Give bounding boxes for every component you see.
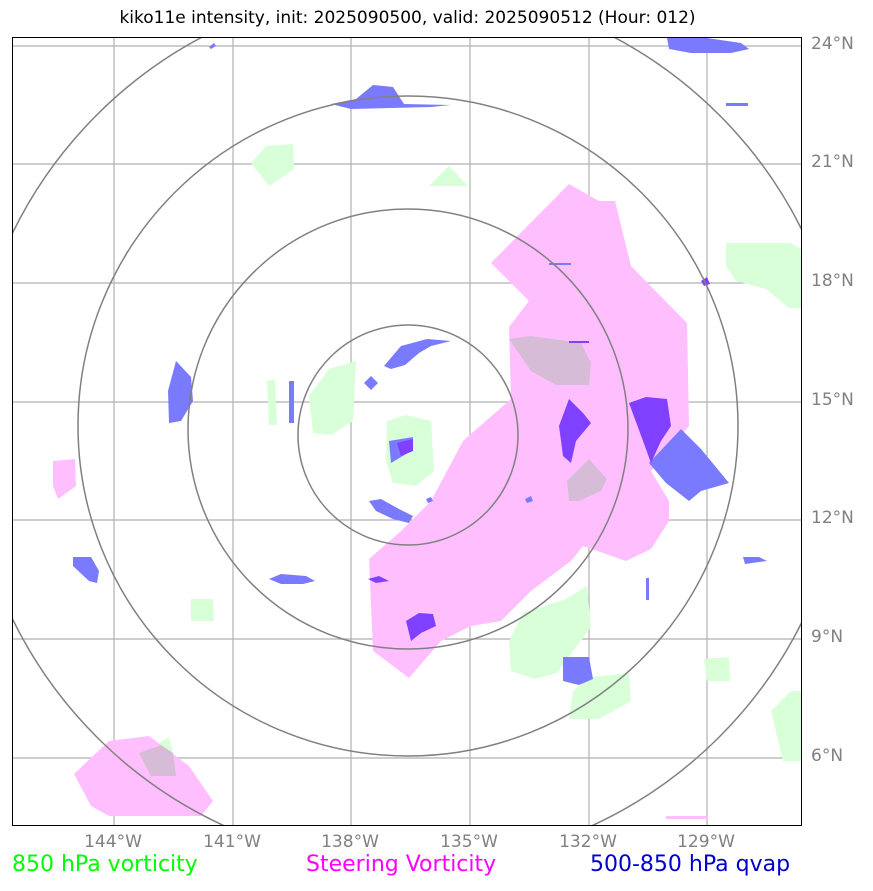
blue-region xyxy=(726,103,748,106)
lat-label-9: 9°N xyxy=(811,627,844,647)
green-region xyxy=(251,144,294,186)
green-region xyxy=(726,243,801,308)
green-region xyxy=(191,599,214,621)
range-rings xyxy=(13,38,801,825)
green-region xyxy=(771,691,801,761)
violet-region xyxy=(629,397,671,463)
lon-label-129: 129°W xyxy=(677,832,735,852)
blue-region xyxy=(426,497,433,503)
lat-label-18: 18°N xyxy=(811,271,854,291)
green-region xyxy=(509,586,591,679)
pink-region xyxy=(53,459,76,499)
range-ring-1 xyxy=(297,324,519,546)
pink-region xyxy=(74,736,213,816)
blue-region xyxy=(168,361,193,423)
lat-label-12: 12°N xyxy=(811,508,854,528)
blue-region xyxy=(646,578,649,600)
lon-label-144: 144°W xyxy=(84,832,142,852)
lat-label-21: 21°N xyxy=(811,152,854,172)
blue-region xyxy=(743,557,767,564)
steering-vorticity-contours xyxy=(53,184,708,819)
blue-region xyxy=(384,339,451,369)
pink-region xyxy=(666,816,708,819)
blue-region xyxy=(289,381,294,423)
blue-region xyxy=(73,557,99,583)
legend-850-vorticity: 850 hPa vorticity xyxy=(12,852,198,877)
overlap-region xyxy=(139,745,176,776)
green-region xyxy=(309,361,356,435)
blue-region xyxy=(649,429,729,501)
legend-steering-vorticity: Steering Vorticity xyxy=(306,852,497,877)
lat-label-6: 6°N xyxy=(811,746,844,766)
blue-region xyxy=(549,263,571,265)
map-canvas xyxy=(13,38,801,825)
violet-region xyxy=(397,439,413,456)
lat-label-24: 24°N xyxy=(811,34,854,54)
overlap-region xyxy=(567,459,607,501)
lat-label-15: 15°N xyxy=(811,390,854,410)
green-region xyxy=(429,166,468,186)
qvap-steering-overlap xyxy=(368,277,710,641)
violet-region xyxy=(569,341,589,343)
blue-region xyxy=(369,499,413,523)
lon-label-138: 138°W xyxy=(321,832,379,852)
blue-region xyxy=(364,376,378,390)
blue-region xyxy=(667,38,749,53)
overlap-regions xyxy=(139,336,607,776)
range-ring-2 xyxy=(187,208,629,650)
pink-region xyxy=(369,184,689,678)
green-region xyxy=(267,379,277,425)
overlap-region xyxy=(509,336,591,385)
chart-title: kiko11e intensity, init: 2025090500, val… xyxy=(119,8,696,28)
violet-region xyxy=(406,613,436,641)
green-region xyxy=(704,657,730,681)
blue-region xyxy=(269,574,315,584)
green-region xyxy=(569,673,631,719)
lon-label-132: 132°W xyxy=(559,832,617,852)
lon-label-135: 135°W xyxy=(440,832,498,852)
lon-label-141: 141°W xyxy=(203,832,261,852)
violet-region xyxy=(368,576,389,583)
legend-qvap: 500-850 hPa qvap xyxy=(590,852,791,877)
violet-region xyxy=(559,399,591,463)
range-ring-3 xyxy=(77,95,739,757)
blue-region xyxy=(209,43,216,49)
blue-region xyxy=(563,657,593,685)
blue-region xyxy=(525,496,533,503)
map-plot-area xyxy=(12,37,802,826)
